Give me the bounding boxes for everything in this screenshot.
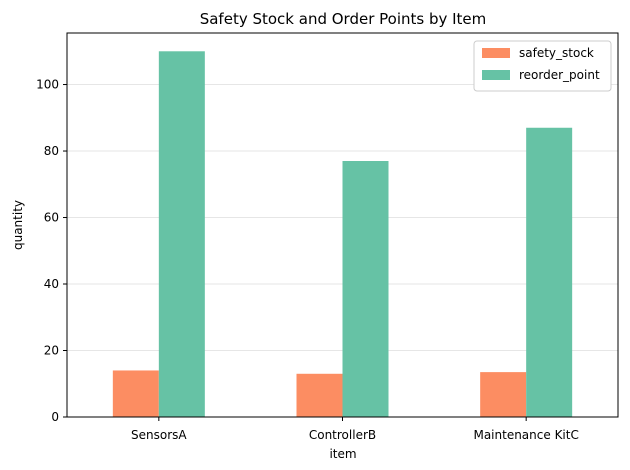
y-tick-label: 100 bbox=[36, 78, 59, 92]
y-tick-label: 0 bbox=[51, 410, 59, 424]
bar-safety-stock-2 bbox=[296, 373, 343, 417]
y-tick-label: 60 bbox=[44, 211, 59, 225]
x-tick-label: ControllerB bbox=[309, 428, 376, 442]
y-tick-label: 80 bbox=[44, 144, 59, 158]
bar-safety-stock-3 bbox=[480, 372, 527, 417]
x-axis: SensorsA ControllerB Maintenance KitC bbox=[131, 417, 579, 442]
bar-safety-stock-1 bbox=[112, 370, 159, 417]
plot-frame bbox=[66, 32, 619, 418]
legend-label-reorder-point: reorder_point bbox=[519, 68, 600, 82]
x-tick-label: SensorsA bbox=[131, 428, 187, 442]
legend: safety_stock reorder_point bbox=[473, 40, 612, 92]
legend-swatch-reorder-point bbox=[482, 70, 510, 80]
y-axis-label: quantity bbox=[11, 200, 25, 250]
chart-title: Safety Stock and Order Points by Item bbox=[200, 10, 487, 28]
y-axis: 0 20 40 60 80 100 bbox=[36, 78, 67, 424]
bar-reorder-point-2 bbox=[342, 161, 389, 417]
bar-reorder-point-3 bbox=[526, 127, 573, 418]
y-tick-label: 40 bbox=[44, 277, 59, 291]
x-tick-label: Maintenance KitC bbox=[473, 428, 578, 442]
legend-label-safety-stock: safety_stock bbox=[519, 46, 594, 60]
bar-reorder-point-1 bbox=[158, 51, 205, 418]
x-axis-label: item bbox=[329, 447, 356, 461]
bars bbox=[112, 51, 573, 418]
y-tick-label: 20 bbox=[44, 344, 59, 358]
legend-swatch-safety-stock bbox=[482, 48, 510, 58]
